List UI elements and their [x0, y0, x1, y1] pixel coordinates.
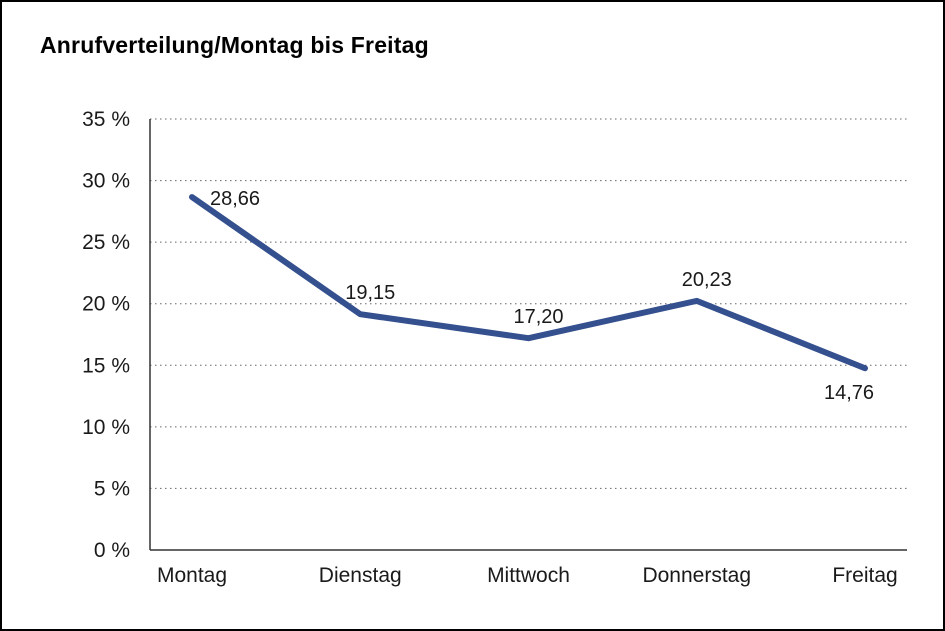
series-line	[189, 194, 868, 372]
data-point-label: 17,20	[513, 306, 563, 328]
x-tick-label: Freitag	[832, 564, 897, 587]
y-tick-label: 20 %	[82, 293, 130, 316]
y-tick-label: 25 %	[82, 231, 130, 254]
chart-title: Anrufverteilung/Montag bis Freitag	[40, 32, 429, 58]
y-tick-label: 10 %	[82, 416, 130, 439]
x-tick-label: Donnerstag	[642, 564, 751, 587]
data-point-label: 14,76	[824, 382, 874, 404]
y-tick-label: 30 %	[82, 170, 130, 193]
data-point-label: 28,66	[210, 188, 260, 210]
data-point-label: 20,23	[682, 269, 732, 291]
x-tick-label: Montag	[157, 564, 227, 587]
data-point-label: 19,15	[345, 282, 395, 304]
y-tick-label: 5 %	[94, 477, 130, 500]
y-tick-label: 0 %	[94, 539, 130, 562]
x-tick-label: Mittwoch	[487, 564, 570, 587]
y-tick-label: 35 %	[82, 108, 130, 131]
y-tick-label: 15 %	[82, 354, 130, 377]
x-tick-label: Dienstag	[319, 564, 402, 587]
